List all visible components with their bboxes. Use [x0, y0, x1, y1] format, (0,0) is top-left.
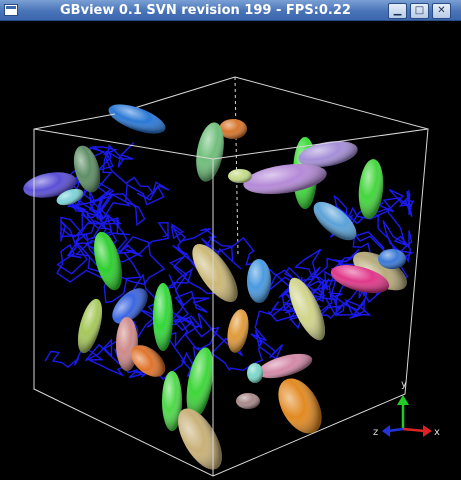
- close-button[interactable]: ✕: [432, 3, 451, 19]
- ellipsoid: [153, 283, 173, 351]
- title-bar[interactable]: GBview 0.1 SVN revision 199 - FPS:0.22 ▁…: [0, 0, 461, 21]
- window-menu-icon[interactable]: [4, 4, 18, 16]
- chain-segment: [56, 142, 170, 304]
- ellipsoid: [130, 345, 166, 377]
- maximize-button[interactable]: □: [410, 3, 429, 19]
- z-axis-label: z: [373, 427, 378, 438]
- ellipsoid: [247, 363, 263, 383]
- ellipsoid: [186, 347, 214, 419]
- ellipsoid: [56, 188, 84, 206]
- ellipsoid: [192, 244, 238, 302]
- ellipsoid: [227, 309, 249, 353]
- ellipsoid: [247, 259, 271, 303]
- ellipsoid: [257, 353, 313, 379]
- bounding-box-back: [114, 76, 429, 257]
- axes-gizmo: y x z: [373, 379, 440, 438]
- molecular-scene[interactable]: y x z: [0, 21, 461, 480]
- ellipsoid-particles: [23, 104, 407, 470]
- ellipsoid: [77, 298, 103, 354]
- ellipsoid: [298, 141, 358, 167]
- ellipsoid: [278, 378, 322, 434]
- y-axis-label: y: [401, 379, 407, 390]
- ellipsoid: [162, 371, 182, 431]
- ellipsoid: [94, 231, 122, 291]
- ellipsoid: [73, 145, 101, 193]
- ellipsoid: [353, 251, 407, 291]
- bounding-box-front: [33, 113, 429, 477]
- ellipsoid: [228, 169, 252, 183]
- ellipsoid: [236, 393, 260, 409]
- ellipsoid: [178, 408, 222, 470]
- ellipsoid: [219, 119, 247, 139]
- ellipsoid: [112, 288, 148, 324]
- ellipsoid: [23, 172, 77, 198]
- ellipsoid: [330, 265, 390, 293]
- ellipsoid: [196, 122, 224, 182]
- ellipsoid: [243, 163, 327, 195]
- ellipsoid: [108, 104, 166, 134]
- ellipsoid: [358, 159, 384, 219]
- ellipsoid: [313, 201, 357, 241]
- ellipsoid: [288, 277, 326, 341]
- window-title: GBview 0.1 SVN revision 199 - FPS:0.22: [60, 3, 351, 18]
- minimize-button[interactable]: ▁: [388, 3, 407, 19]
- ellipsoid: [378, 249, 406, 269]
- x-axis-label: x: [434, 427, 440, 438]
- 3d-viewport[interactable]: y x z: [0, 21, 461, 480]
